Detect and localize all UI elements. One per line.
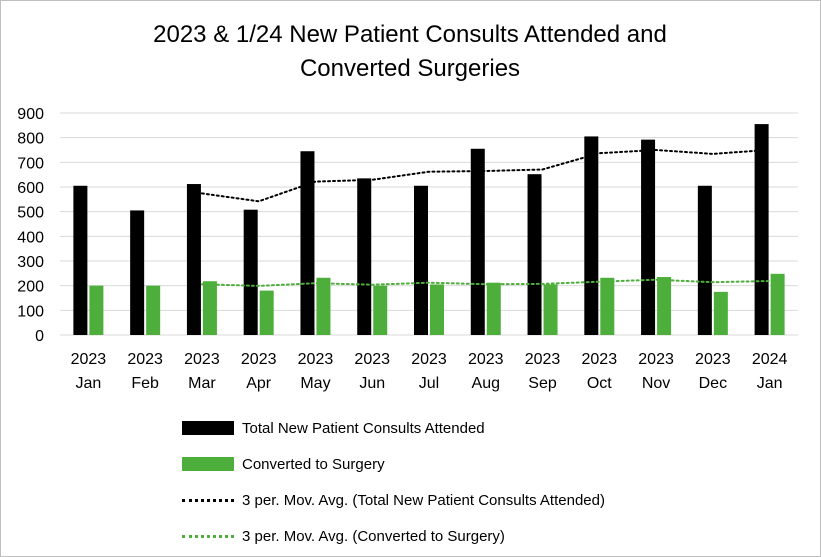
y-tick-label: 600	[17, 180, 44, 197]
legend-label-total-avg: 3 per. Mov. Avg. (Total New Patient Cons…	[242, 491, 605, 509]
bar-converted	[202, 281, 217, 335]
bar-converted	[430, 284, 444, 335]
x-tick-month: Aug	[472, 375, 500, 392]
bar-total	[243, 209, 258, 335]
bar-converted	[486, 282, 501, 335]
legend-swatch-converted	[182, 457, 234, 471]
bar-total	[470, 148, 485, 335]
gridlines	[60, 112, 798, 336]
y-tick-label: 200	[17, 279, 44, 296]
bar-total	[414, 185, 428, 335]
bar-total	[300, 151, 315, 335]
bar-total	[641, 139, 656, 335]
bar-total	[73, 185, 88, 335]
bars	[73, 124, 785, 335]
x-tick-month: Jun	[359, 375, 385, 392]
x-tick-month: Sep	[528, 375, 557, 392]
x-tick-month: Jul	[419, 375, 439, 392]
y-tick-label: 300	[17, 254, 44, 271]
moving-average-total-line	[200, 148, 771, 203]
x-tick-month: Feb	[131, 375, 159, 392]
x-tick-year: 2023	[127, 351, 163, 368]
chart-title: 2023 & 1/24 New Patient Consults Attende…	[60, 18, 760, 86]
x-tick-month: Apr	[246, 375, 272, 392]
y-tick-label: 500	[17, 205, 44, 222]
legend: Total New Patient Consults Attended Conv…	[182, 410, 605, 554]
legend-swatch-converted-avg	[182, 534, 234, 538]
legend-item-total: Total New Patient Consults Attended	[182, 410, 605, 446]
x-tick-month: Nov	[642, 375, 670, 392]
bar-converted	[373, 285, 388, 335]
chart-title-line-1: 2023 & 1/24 New Patient Consults Attende…	[153, 21, 667, 48]
bar-converted	[89, 285, 104, 335]
x-tick-year: 2023	[354, 351, 390, 368]
bar-converted	[770, 273, 785, 335]
bar-converted	[543, 284, 558, 335]
y-tick-label: 900	[17, 106, 44, 123]
bar-converted	[713, 291, 728, 335]
legend-label-converted-avg: 3 per. Mov. Avg. (Converted to Surgery)	[242, 527, 505, 545]
x-tick-month: Jan	[757, 375, 783, 392]
x-tick-year: 2023	[468, 351, 504, 368]
x-tick-month: Jan	[75, 375, 101, 392]
legend-item-total-avg: 3 per. Mov. Avg. (Total New Patient Cons…	[182, 482, 605, 518]
y-tick-label: 700	[17, 155, 44, 172]
x-tick-month: Mar	[188, 375, 216, 392]
x-tick-year: 2023	[525, 351, 561, 368]
x-tick-year: 2023	[411, 351, 447, 368]
y-tick-label: 100	[17, 303, 44, 320]
y-tick-label: 0	[35, 328, 44, 345]
bar-total	[527, 174, 542, 335]
trendlines	[200, 148, 771, 287]
legend-swatch-total-avg	[182, 498, 234, 502]
bar-converted	[657, 277, 672, 335]
legend-item-converted-avg: 3 per. Mov. Avg. (Converted to Surgery)	[182, 518, 605, 554]
x-tick-year: 2024	[752, 351, 788, 368]
x-tick-month: Oct	[587, 375, 612, 392]
moving-average-converted-line	[200, 278, 771, 287]
x-tick-year: 2023	[71, 351, 107, 368]
bar-converted	[600, 277, 615, 335]
legend-label-total: Total New Patient Consults Attended	[242, 419, 485, 437]
x-tick-month: May	[300, 375, 330, 392]
y-tick-label: 400	[17, 229, 44, 246]
bar-total	[357, 178, 372, 335]
bar-converted	[316, 277, 331, 335]
bar-total	[754, 124, 769, 335]
x-tick-year: 2023	[638, 351, 674, 368]
y-axis-ticks: 0 100 200 300 400 500 600 700 800 900	[17, 106, 44, 345]
bar-converted	[146, 285, 161, 335]
bar-total	[584, 136, 599, 335]
chart-title-line-2: Converted Surgeries	[299, 55, 521, 82]
x-tick-month: Dec	[699, 375, 727, 392]
bar-total	[186, 184, 201, 335]
y-tick-label: 800	[17, 131, 44, 148]
x-tick-year: 2023	[582, 351, 618, 368]
x-axis-ticks: 2023 Jan 2023 Feb 2023 Mar 2023 Apr 2023 May 2023 J…	[71, 351, 788, 392]
x-tick-year: 2023	[184, 351, 220, 368]
bar-total	[130, 210, 145, 335]
bar-total	[697, 185, 712, 335]
legend-label-converted: Converted to Surgery	[242, 455, 385, 473]
legend-swatch-total	[182, 421, 234, 435]
x-tick-year: 2023	[298, 351, 334, 368]
legend-item-converted: Converted to Surgery	[182, 446, 605, 482]
bar-converted	[259, 290, 274, 335]
x-tick-year: 2023	[241, 351, 277, 368]
x-tick-year: 2023	[695, 351, 731, 368]
